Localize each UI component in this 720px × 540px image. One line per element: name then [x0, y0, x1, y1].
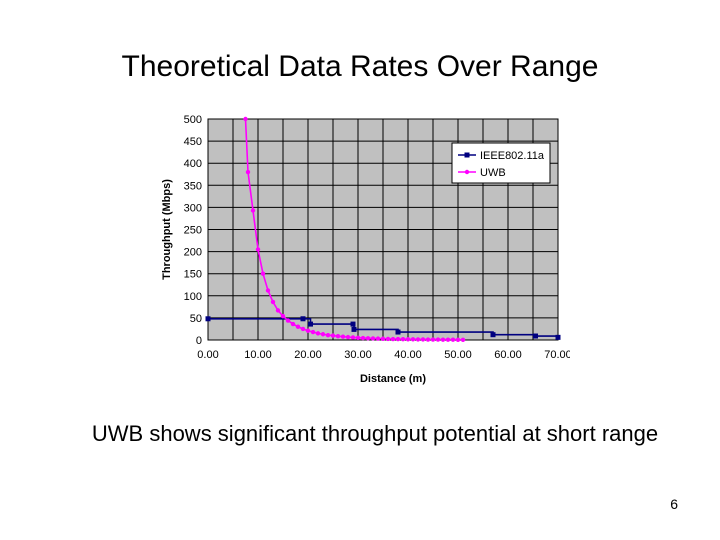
data-point-uwb — [390, 336, 396, 342]
x-axis-label: Distance (m) — [360, 373, 426, 385]
data-point-uwb — [320, 332, 326, 337]
y-tick-label: 400 — [184, 158, 202, 170]
data-point-uwb — [380, 336, 386, 341]
x-tick-label: 40.00 — [394, 349, 422, 361]
data-point-ieee80211a — [555, 334, 561, 340]
y-axis-label: Throughput (Mbps) — [161, 179, 173, 280]
y-tick-label: 500 — [184, 114, 202, 126]
data-point-uwb — [265, 288, 271, 293]
data-point-ieee80211a — [351, 326, 357, 332]
data-point-uwb — [340, 334, 346, 339]
data-point-uwb — [250, 208, 256, 213]
data-point-uwb — [445, 337, 451, 342]
y-tick-label: 100 — [184, 291, 202, 303]
y-tick-label: 350 — [184, 180, 202, 192]
data-point-uwb — [455, 337, 461, 342]
data-point-uwb — [270, 299, 276, 305]
data-point-uwb — [285, 318, 291, 323]
y-tick-label: 200 — [184, 247, 202, 259]
data-point-uwb — [300, 326, 306, 332]
data-point-ieee80211a — [533, 333, 538, 339]
legend-marker — [464, 169, 470, 175]
slide-caption: UWB shows significant throughput potenti… — [91, 421, 659, 446]
x-tick-label: 10.00 — [244, 349, 272, 361]
data-point-uwb — [365, 336, 371, 341]
y-tick-label: 50 — [190, 313, 202, 325]
page-number: 6 — [670, 496, 678, 512]
data-point-uwb — [460, 337, 466, 343]
data-point-uwb — [370, 336, 376, 341]
data-point-ieee80211a — [205, 316, 211, 322]
data-point-uwb — [405, 337, 411, 342]
legend-label: IEEE802.11a — [480, 150, 545, 162]
data-point-uwb — [450, 337, 456, 342]
data-point-uwb — [440, 337, 446, 342]
x-tick-label: 0.00 — [197, 349, 218, 361]
data-point-uwb — [350, 335, 356, 340]
data-point-uwb — [435, 337, 441, 342]
x-tick-label: 50.00 — [444, 349, 472, 361]
data-point-uwb — [315, 331, 321, 336]
data-point-uwb — [290, 321, 296, 327]
data-point-uwb — [260, 271, 266, 276]
data-point-uwb — [330, 333, 336, 338]
data-point-uwb — [243, 116, 248, 122]
x-tick-label: 70.00 — [544, 349, 570, 361]
data-point-uwb — [280, 313, 286, 319]
y-tick-label: 0 — [196, 335, 202, 347]
data-point-uwb — [245, 169, 251, 175]
throughput-chart: 0 50 100 150 200 250 300 350 400 450 500 0.00 10.00 2… — [161, 114, 570, 385]
data-point-uwb — [255, 247, 261, 252]
data-point-ieee80211a — [350, 321, 356, 327]
y-tick-label: 250 — [184, 225, 202, 237]
data-point-uwb — [355, 335, 361, 340]
x-tick-label: 60.00 — [494, 349, 522, 361]
legend-label: UWB — [480, 167, 506, 179]
data-point-uwb — [385, 336, 391, 342]
data-point-ieee80211a — [490, 332, 496, 338]
y-tick-label: 450 — [184, 136, 202, 148]
legend-box — [451, 142, 551, 184]
data-point-uwb — [325, 332, 331, 338]
data-point-uwb — [375, 336, 381, 341]
data-point-uwb — [275, 308, 281, 313]
data-point-uwb — [335, 334, 341, 339]
slide-title: Theoretical Data Rates Over Range — [121, 50, 599, 83]
data-point-uwb — [400, 337, 406, 342]
data-point-uwb — [410, 337, 416, 342]
data-point-uwb — [310, 329, 316, 335]
data-point-uwb — [425, 337, 431, 342]
y-tick-label: 150 — [184, 269, 202, 281]
data-point-uwb — [305, 328, 311, 333]
data-point-uwb — [415, 337, 421, 342]
data-point-uwb — [345, 334, 351, 340]
data-point-ieee80211a — [308, 321, 313, 327]
data-point-uwb — [360, 335, 366, 341]
y-tick-label: 300 — [184, 202, 202, 214]
data-point-uwb — [430, 337, 436, 342]
legend-marker — [464, 152, 470, 158]
data-point-uwb — [395, 336, 401, 342]
data-point-ieee80211a — [395, 329, 401, 335]
data-point-ieee80211a — [300, 316, 306, 322]
data-point-uwb — [295, 324, 301, 329]
data-point-uwb — [420, 337, 426, 342]
x-tick-label: 20.00 — [294, 349, 322, 361]
x-tick-label: 30.00 — [344, 349, 372, 361]
